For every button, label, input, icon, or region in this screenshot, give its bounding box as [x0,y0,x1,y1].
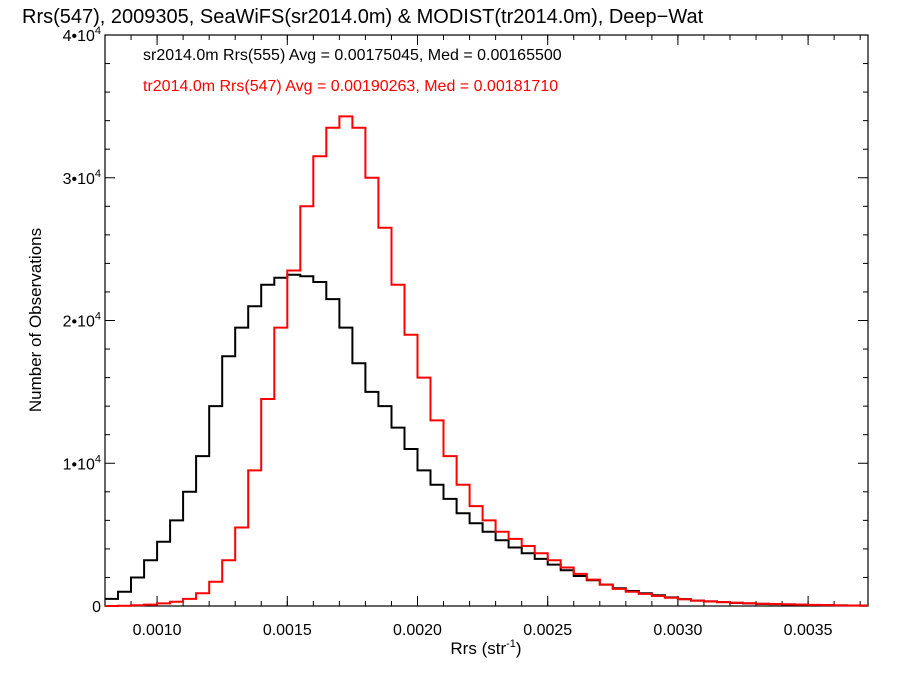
y-tick-label: 4•104 [63,25,101,45]
y-tick-label: 2•104 [63,311,101,331]
y-axis-label: Number of Observations [26,228,45,412]
x-tick-label: 0.0035 [784,622,833,639]
series-layer [105,115,868,607]
x-tick-label: 0.0010 [133,622,182,639]
x-tick-label: 0.0025 [523,622,572,639]
series-line-tr2014 [105,115,868,607]
x-tick-label: 0.0030 [653,622,702,639]
y-tick-label: 0 [92,599,101,616]
x-tick-label: 0.0015 [263,622,312,639]
legend-entry-sr2014: sr2014.0m Rrs(555) Avg = 0.00175045, Med… [143,47,562,64]
x-tick-label: 0.0020 [393,622,442,639]
x-axis-label-sup: -1 [506,638,516,650]
x-axis-label-suffix: ) [516,639,522,658]
axis-tick-labels: 0.0010 0.0015 0.0020 0.0025 0.0030 0.0035 0 1•1… [63,25,833,639]
y-tick-label: 1•104 [63,453,101,473]
x-axis-label-main: Rrs (str [450,639,506,658]
chart-title: Rrs(547), 2009305, SeaWiFS(sr2014.0m) & … [22,6,704,28]
y-tick-label: 3•104 [63,168,101,188]
legend-entry-tr2014: tr2014.0m Rrs(547) Avg = 0.00190263, Med… [143,78,558,95]
x-axis-label: Rrs (str-1) [450,638,521,658]
series-line-sr2014 [105,273,868,607]
